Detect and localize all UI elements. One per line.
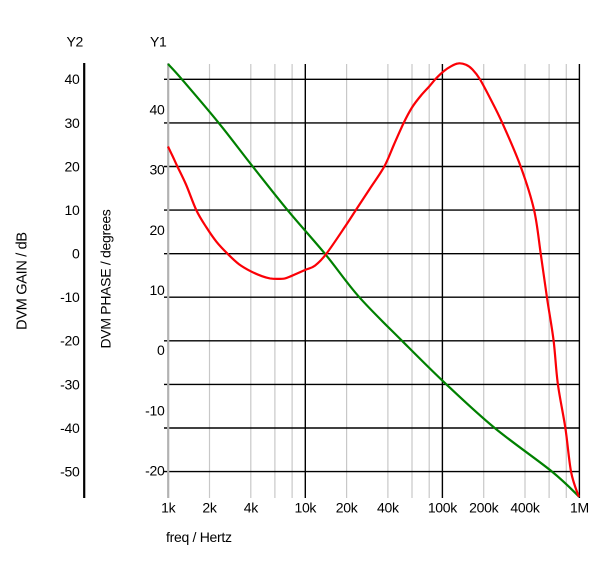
svg-text:20: 20: [150, 222, 165, 238]
svg-text:100k: 100k: [428, 499, 458, 515]
svg-text:10: 10: [150, 282, 165, 298]
svg-text:-50: -50: [60, 464, 80, 480]
svg-text:-10: -10: [60, 289, 80, 305]
svg-text:1M: 1M: [570, 499, 589, 515]
svg-text:40k: 40k: [377, 499, 400, 515]
svg-text:20k: 20k: [336, 499, 359, 515]
svg-text:freq / Hertz: freq / Hertz: [166, 529, 232, 545]
svg-text:-20: -20: [60, 333, 80, 349]
svg-text:2k: 2k: [202, 499, 217, 515]
svg-text:10k: 10k: [294, 499, 317, 515]
svg-text:Y2: Y2: [66, 34, 83, 50]
svg-text:30: 30: [65, 115, 80, 131]
svg-text:400k: 400k: [510, 499, 540, 515]
svg-text:-20: -20: [145, 463, 165, 479]
svg-text:-10: -10: [145, 402, 165, 418]
svg-text:4k: 4k: [244, 499, 259, 515]
svg-text:10: 10: [65, 202, 80, 218]
svg-text:40: 40: [150, 102, 165, 118]
svg-text:40: 40: [65, 71, 80, 87]
svg-text:200k: 200k: [469, 499, 499, 515]
svg-text:-30: -30: [60, 376, 80, 392]
svg-text:0: 0: [157, 342, 165, 358]
svg-text:20: 20: [65, 158, 80, 174]
svg-text:30: 30: [150, 162, 165, 178]
svg-text:Y1: Y1: [150, 34, 167, 50]
svg-text:0: 0: [72, 246, 80, 262]
svg-text:DVM PHASE / degrees: DVM PHASE / degrees: [98, 209, 114, 348]
svg-text:-40: -40: [60, 420, 80, 436]
svg-text:1k: 1k: [161, 499, 176, 515]
svg-text:DVM GAIN / dB: DVM GAIN / dB: [15, 232, 31, 330]
